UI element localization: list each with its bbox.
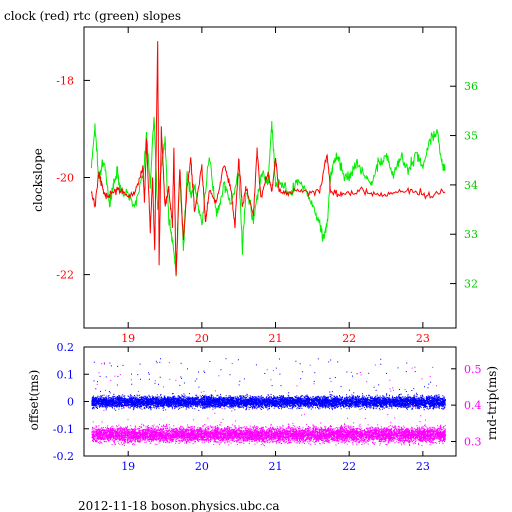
bottom-x-tick-label: 22 — [342, 460, 356, 473]
clock-series — [90, 41, 446, 276]
top-right-y-tick-label: 33 — [464, 228, 478, 241]
top-x-tick-label: 22 — [342, 332, 356, 345]
top-left-y-tick-label: -18 — [56, 74, 74, 87]
top-right-y-tick-label: 34 — [464, 179, 478, 192]
bottom-x-tick-label: 23 — [416, 460, 430, 473]
top-x-tick-label: 21 — [269, 332, 283, 345]
y-axis-label-offset: offset(ms) — [27, 370, 41, 431]
top-right-y-tick-label: 36 — [464, 80, 478, 93]
bottom-left-y-tick-label: 0.1 — [57, 368, 75, 381]
rtc-series — [90, 116, 446, 277]
bottom-x-tick-label: 19 — [121, 460, 135, 473]
chart-title: clock (red) rtc (green) slopes — [4, 9, 181, 23]
top-x-tick-label: 20 — [195, 332, 209, 345]
bottom-left-y-tick-label: -0.2 — [53, 450, 74, 463]
bottom-axes: 19 20 21 22 23 0.2 0.1 0 -0.1 -0.2 0.5 0.4 0.3 — [53, 341, 482, 473]
offset-rndtrip-panel: 19 20 21 22 23 0.2 0.1 0 -0.1 -0.2 0.5 0.4 0.3 offse… — [27, 341, 499, 473]
bottom-right-y-tick-label: 0.4 — [464, 399, 482, 412]
bottom-right-y-tick-label: 0.5 — [464, 363, 482, 376]
clock-line — [90, 41, 446, 276]
offset-scatter — [91, 358, 446, 411]
bottom-left-y-tick-label: 0.2 — [57, 341, 75, 354]
rndtrip-scatter — [91, 362, 446, 447]
rtc-line — [90, 116, 446, 277]
top-x-tick-label: 19 — [121, 332, 135, 345]
y-axis-label-rndtrip: rnd-trip(ms) — [485, 366, 499, 440]
bottom-left-y-tick-label: 0 — [67, 396, 74, 409]
bottom-x-tick-label: 21 — [269, 460, 283, 473]
offset-points — [91, 358, 446, 411]
top-left-y-tick-label: -20 — [56, 172, 74, 185]
footer-caption: 2012-11-18 boson.physics.ubc.ca — [78, 499, 280, 512]
clock-rtc-slopes-panel: 19 20 21 22 23 -18 -20 -22 32 33 34 35 36 clockslope — [31, 26, 478, 345]
top-left-y-tick-label: -22 — [56, 269, 74, 282]
rndtrip-points — [91, 362, 446, 447]
bottom-x-tick-label: 20 — [195, 460, 209, 473]
top-right-y-tick-label: 35 — [464, 130, 478, 143]
top-axes: 19 20 21 22 23 -18 -20 -22 32 33 34 35 36 — [56, 27, 478, 345]
top-right-y-tick-label: 32 — [464, 278, 478, 291]
top-x-tick-label: 23 — [416, 332, 430, 345]
bottom-left-y-tick-label: -0.1 — [53, 423, 74, 436]
bottom-right-y-tick-label: 0.3 — [464, 435, 482, 448]
y-axis-label-clockslope: clockslope — [31, 148, 45, 212]
